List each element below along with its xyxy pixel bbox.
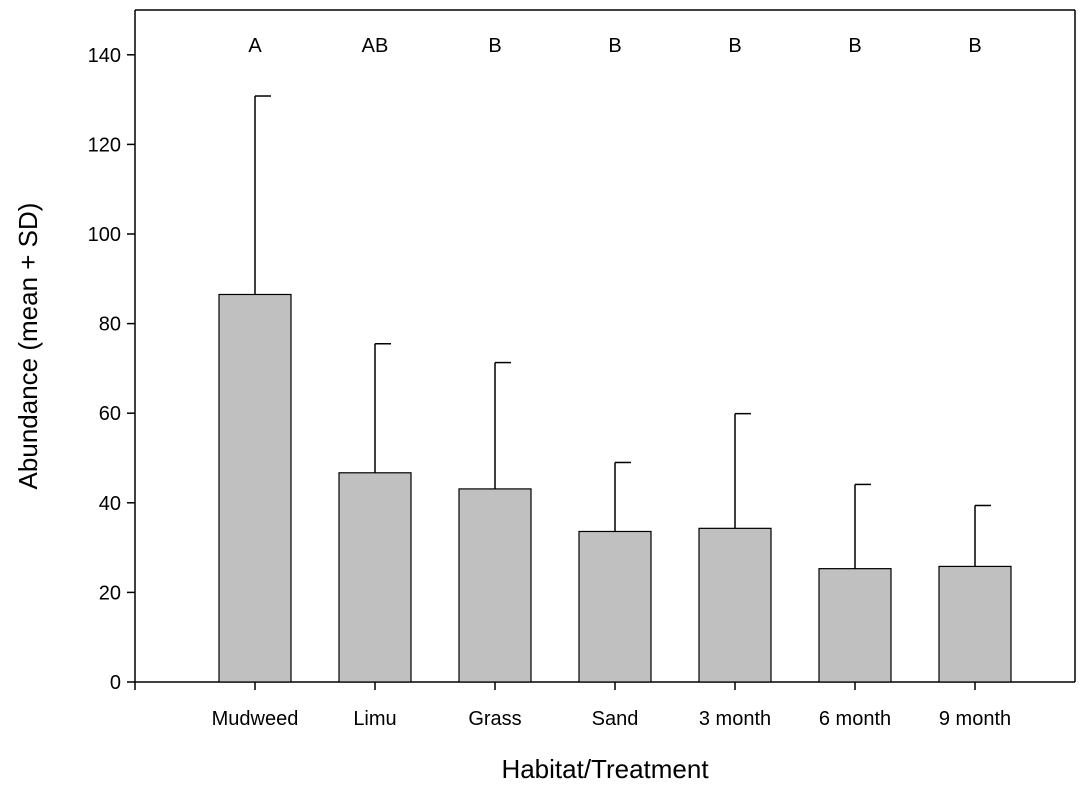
- x-axis-ticks: [134, 682, 976, 690]
- group-letter-sand: B: [608, 35, 621, 57]
- x-tick-label-grass: Grass: [468, 708, 521, 730]
- bar-sand: [578, 530, 652, 683]
- y-tick-label-60: 60: [99, 403, 121, 425]
- y-axis-title: Abundance (mean + SD): [13, 203, 43, 490]
- y-tick-label-0: 0: [110, 672, 121, 694]
- bar-grass: [458, 488, 532, 683]
- y-tick-label-100: 100: [88, 224, 121, 246]
- x-tick-label-limu: Limu: [353, 708, 396, 730]
- group-letter-9-month: B: [968, 35, 981, 57]
- group-letter-3-month: B: [728, 35, 741, 57]
- x-tick-labels: Mudweed Limu Grass Sand 3 month 6 month 9 mont…: [212, 708, 1011, 730]
- x-tick-label-sand: Sand: [592, 708, 639, 730]
- y-tick-label-40: 40: [99, 493, 121, 515]
- plot-frame: [134, 9, 1076, 683]
- bar-9-month: [938, 565, 1012, 683]
- bar-6-month: [818, 568, 892, 683]
- bar-mudweed: [218, 293, 292, 683]
- group-letters: A AB B B B B B: [248, 35, 981, 57]
- y-tick-label-80: 80: [99, 314, 121, 336]
- group-letter-6-month: B: [848, 35, 861, 57]
- x-tick-label-6-month: 6 month: [819, 708, 891, 730]
- y-tick-label-20: 20: [99, 582, 121, 604]
- group-letter-grass: B: [488, 35, 501, 57]
- error-bars: [254, 95, 991, 569]
- y-axis-ticks: 0 20 40 60 80 100 120 140: [88, 45, 135, 694]
- x-tick-label-mudweed: Mudweed: [212, 708, 299, 730]
- bar-limu: [338, 472, 412, 683]
- group-letter-mudweed: A: [248, 35, 262, 57]
- y-tick-label-120: 120: [88, 134, 121, 156]
- x-tick-label-3-month: 3 month: [699, 708, 771, 730]
- x-axis-title: Habitat/Treatment: [501, 754, 709, 784]
- y-tick-label-140: 140: [88, 45, 121, 67]
- group-letter-limu: AB: [362, 35, 389, 57]
- x-tick-label-9-month: 9 month: [939, 708, 1011, 730]
- bar-3-month: [698, 527, 772, 683]
- bars: [218, 293, 1012, 683]
